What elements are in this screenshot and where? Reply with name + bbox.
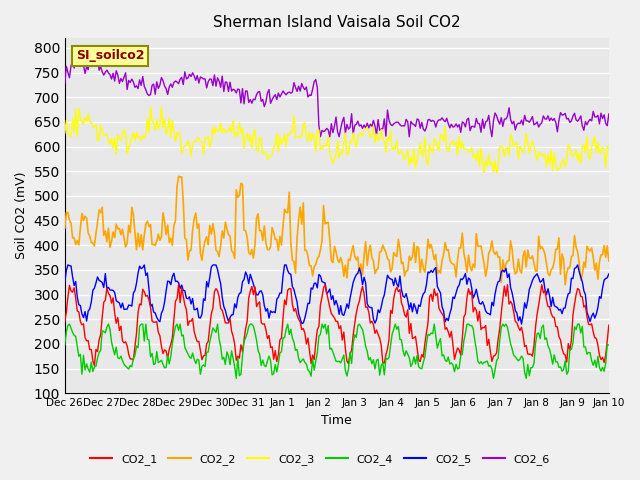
CO2_2 — [61, 225, 68, 231]
CO2_2 — [600, 243, 608, 249]
CO2_5 — [585, 314, 593, 320]
Title: Sherman Island Vaisala Soil CO2: Sherman Island Vaisala Soil CO2 — [213, 15, 461, 30]
CO2_2 — [353, 257, 360, 263]
CO2_3 — [493, 171, 500, 177]
CO2_5 — [353, 272, 360, 278]
CO2_3 — [605, 146, 612, 152]
CO2_5 — [383, 272, 391, 278]
CO2_5 — [64, 262, 72, 268]
CO2_5 — [61, 279, 68, 285]
CO2_3 — [353, 144, 360, 150]
CO2_3 — [314, 128, 321, 133]
CO2_6 — [207, 76, 215, 82]
CO2_5 — [207, 264, 215, 270]
CO2_6 — [585, 118, 593, 124]
Line: CO2_3: CO2_3 — [65, 107, 609, 174]
CO2_4 — [354, 323, 362, 328]
CO2_6 — [61, 81, 68, 86]
CO2_3 — [383, 135, 391, 141]
CO2_1 — [61, 319, 68, 324]
Line: CO2_2: CO2_2 — [65, 176, 609, 285]
CO2_2 — [175, 173, 182, 179]
CO2_1 — [209, 305, 217, 311]
Line: CO2_6: CO2_6 — [65, 55, 609, 137]
CO2_1 — [315, 324, 323, 329]
CO2_4 — [385, 355, 393, 360]
CO2_4 — [600, 369, 608, 374]
CO2_1 — [385, 336, 393, 342]
CO2_4 — [315, 334, 323, 339]
CO2_5 — [518, 321, 525, 327]
CO2_5 — [314, 285, 321, 291]
CO2_2 — [605, 258, 612, 264]
CO2_3 — [147, 104, 154, 110]
CO2_5 — [600, 277, 608, 283]
CO2_4 — [605, 342, 612, 348]
CO2_6 — [600, 112, 608, 118]
CO2_6 — [326, 134, 333, 140]
Legend: CO2_1, CO2_2, CO2_3, CO2_4, CO2_5, CO2_6: CO2_1, CO2_2, CO2_3, CO2_4, CO2_5, CO2_6 — [86, 450, 554, 469]
CO2_3 — [61, 131, 68, 136]
Line: CO2_4: CO2_4 — [65, 324, 609, 378]
CO2_6 — [86, 52, 93, 58]
CO2_1 — [585, 321, 593, 327]
CO2_2 — [314, 255, 321, 261]
Line: CO2_5: CO2_5 — [65, 265, 609, 324]
X-axis label: Time: Time — [321, 414, 352, 427]
CO2_3 — [207, 141, 215, 147]
CO2_4 — [585, 349, 593, 355]
CO2_1 — [354, 303, 362, 309]
CO2_4 — [66, 321, 74, 327]
CO2_2 — [585, 247, 593, 252]
CO2_1 — [175, 282, 182, 288]
CO2_6 — [605, 111, 612, 117]
CO2_2 — [383, 256, 391, 262]
CO2_1 — [600, 360, 608, 365]
CO2_4 — [232, 375, 240, 381]
CO2_3 — [585, 155, 593, 160]
CO2_4 — [207, 332, 215, 338]
CO2_2 — [207, 231, 215, 237]
CO2_4 — [61, 342, 68, 348]
CO2_1 — [91, 362, 99, 368]
CO2_6 — [354, 118, 362, 124]
CO2_2 — [561, 282, 569, 288]
CO2_1 — [605, 322, 612, 328]
Text: SI_soilco2: SI_soilco2 — [76, 49, 144, 62]
CO2_6 — [385, 118, 393, 123]
CO2_3 — [600, 147, 608, 153]
Line: CO2_1: CO2_1 — [65, 285, 609, 365]
CO2_5 — [605, 271, 612, 277]
CO2_6 — [314, 85, 321, 91]
Y-axis label: Soil CO2 (mV): Soil CO2 (mV) — [15, 172, 28, 259]
